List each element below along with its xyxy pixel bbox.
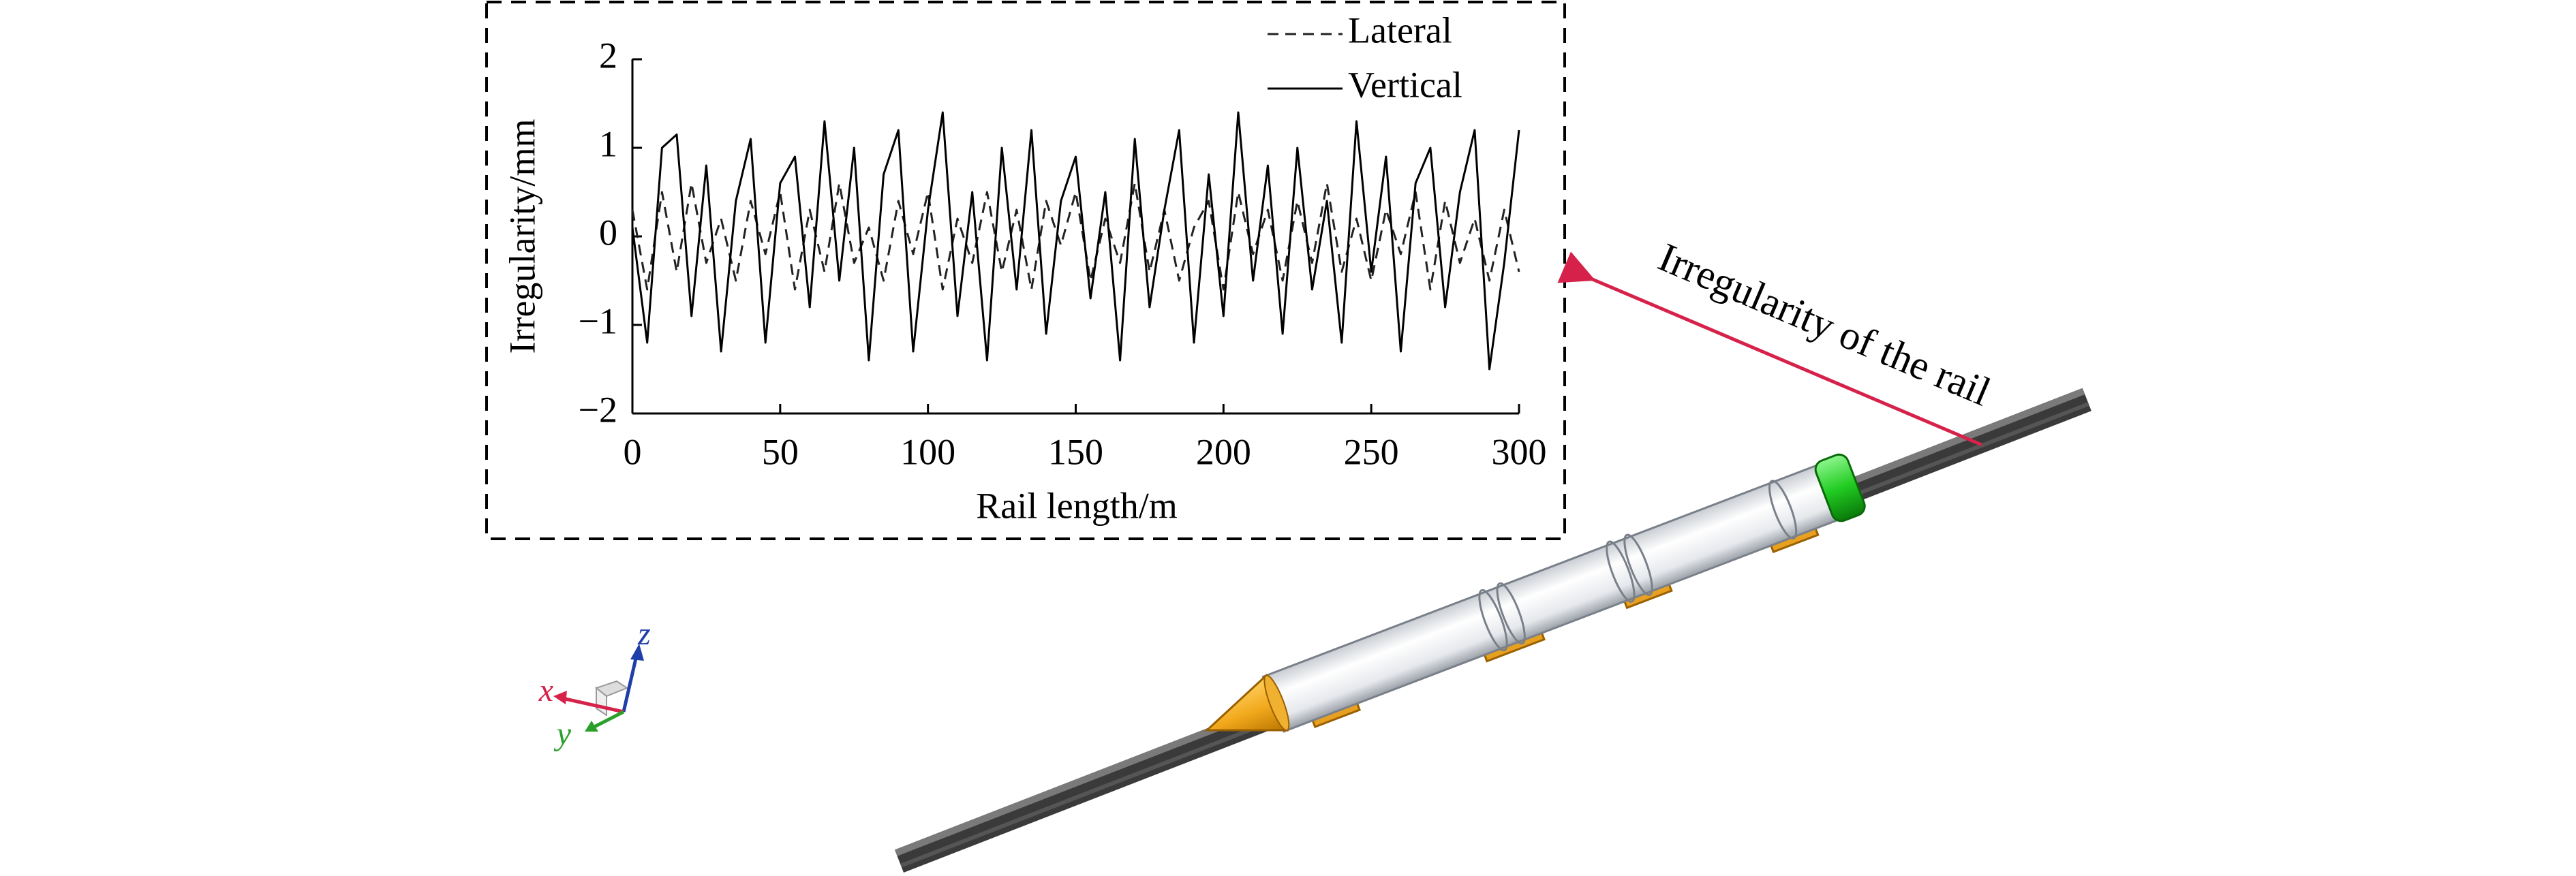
projectile xyxy=(1204,453,1866,733)
x-tick-label: 200 xyxy=(1196,431,1251,472)
x-tick-label: 300 xyxy=(1492,431,1547,472)
legend-label: Lateral xyxy=(1348,10,1452,50)
annotation-arrow xyxy=(1557,251,1982,447)
x-label: x xyxy=(538,672,553,708)
y-axis-label: Irregularity/mm xyxy=(502,119,542,354)
y-tick-label: −1 xyxy=(579,300,617,341)
series-line xyxy=(631,182,1520,291)
y-tick-label: 1 xyxy=(599,123,617,164)
y-label: y xyxy=(553,716,572,752)
x-axis-label: Rail length/m xyxy=(976,485,1177,526)
y-tick-label: 2 xyxy=(599,35,617,76)
y-tick-label: 0 xyxy=(599,212,617,253)
annotation: Irregularity of the rail xyxy=(1653,234,1997,414)
legend-label: Vertical xyxy=(1348,64,1462,105)
x-tick-label: 0 xyxy=(624,431,642,472)
chart: −2 −1 0 1 2 0 50 100 150 200 250 300 Lateral Vertical xyxy=(579,10,1547,472)
x-tick-label: 250 xyxy=(1344,431,1399,472)
x-tick-label: 100 xyxy=(900,431,955,472)
y-tick-label: −2 xyxy=(579,389,617,430)
series-line xyxy=(631,111,1520,371)
x-tick-label: 150 xyxy=(1048,431,1103,472)
x-tick-label: 50 xyxy=(762,431,799,472)
axes-triad: z x y xyxy=(538,616,651,752)
z-label: z xyxy=(637,616,651,652)
